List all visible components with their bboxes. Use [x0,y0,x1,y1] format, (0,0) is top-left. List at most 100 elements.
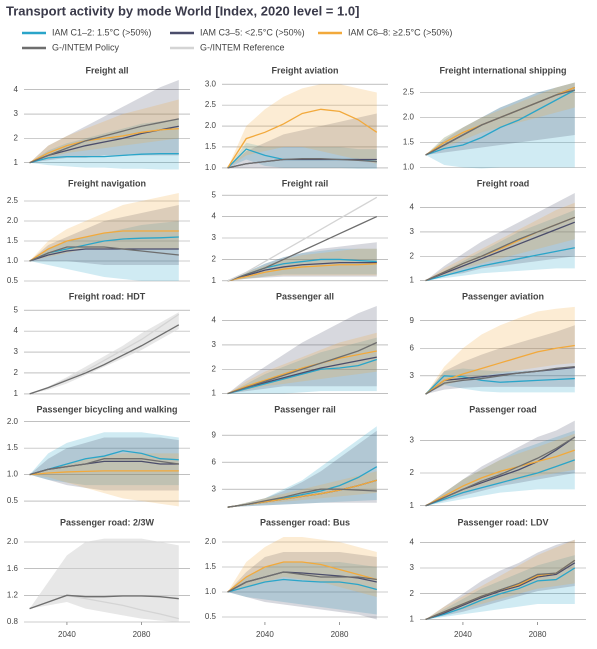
y-tick-label: 2.5 [7,196,19,205]
range-band [227,113,377,168]
series-line [29,153,179,164]
range-band [227,306,377,394]
plot-area [425,306,575,395]
series-line [425,436,576,507]
legend-label: IAM C6–8: ≥2.5°C (>50%) [348,27,452,37]
series-line [425,567,576,621]
y-tick-label: 1.5 [205,142,217,151]
range-band [425,539,575,620]
series-line [425,562,576,621]
y-tick-label: 2.0 [7,537,19,546]
y-tick-label: 4 [212,212,217,221]
series-line [227,350,377,395]
range-band [425,82,575,169]
y-tick-label: 5 [212,190,217,199]
y-tick-label: 2 [14,133,19,142]
series-line [227,108,378,169]
panel-title: Passenger road: 2/3W [60,517,155,527]
y-tick-label: 4 [410,537,415,546]
x-tick-label: 2080 [331,630,349,639]
x-tick-label: 2040 [58,630,76,639]
series-line [29,450,179,476]
plot-area [425,82,576,169]
panel-title: Freight aviation [271,65,338,75]
range-band [227,84,377,168]
series-line [425,221,576,282]
series-line [425,89,576,156]
series-line [227,263,377,282]
panel-title: Passenger road: Bus [260,517,350,527]
panel-title: Passenger road: LDV [457,517,548,527]
x-tick-label: 2040 [256,630,274,639]
y-tick-label: 2.0 [7,216,19,225]
y-tick-label: 9 [212,430,217,439]
panel-title: Freight road [477,178,530,188]
plot-area [227,84,378,169]
y-tick-label: 3 [212,233,217,242]
x-tick-label: 2080 [133,630,151,639]
series-line [227,261,377,282]
range-band [227,471,377,508]
panel-title: Passenger road [469,404,537,414]
y-tick-label: 0.5 [205,612,217,621]
y-tick-label: 1 [14,158,19,167]
range-band [425,202,575,281]
series-line [29,118,179,164]
y-tick-label: 2 [410,589,415,598]
series-line [227,488,377,508]
y-tick-label: 2 [212,364,217,373]
range-band [425,368,575,395]
series-line [425,344,575,395]
y-tick-label: 1 [410,276,415,285]
range-band [29,193,179,261]
legend-label: IAM C1–2: 1.5°C (>50%) [52,27,151,37]
y-tick-label: 1.5 [7,443,19,452]
y-tick-label: 2.5 [403,88,415,97]
range-band [425,82,575,155]
y-tick-label: 1.6 [7,564,19,573]
panel-title: Freight all [85,65,128,75]
series-line [425,449,576,507]
y-tick-label: 1.5 [205,562,217,571]
legend-label: IAM C3–5: <2.5°C (>50%) [200,27,305,37]
series-line [425,559,576,621]
range-band [425,539,575,620]
y-tick-label: 0.8 [7,617,19,626]
range-band [227,430,377,508]
y-tick-label: 1 [14,389,19,398]
series-line [227,571,377,593]
y-tick-label: 2 [410,251,415,260]
y-tick-label: 1.0 [205,587,217,596]
y-tick-label: 3 [212,340,217,349]
range-band [425,306,575,395]
y-tick-label: 3 [410,435,415,444]
panel-title: Passenger bicycling and walking [36,404,177,414]
range-band [29,205,179,265]
range-band [425,82,575,155]
legend-label: G-/INTEM Policy [52,42,120,52]
y-tick-label: 4 [14,326,19,335]
series-line [425,375,575,395]
plot-area [29,432,179,507]
plot-area [227,196,378,282]
y-tick-label: 3.0 [205,79,217,88]
y-tick-label: 1 [410,615,415,624]
panel-title: Passenger rail [274,404,336,414]
series-line [29,458,179,476]
y-tick-label: 2 [14,368,19,377]
series-line [227,158,377,169]
y-tick-label: 1.0 [205,163,217,172]
y-tick-label: 6 [410,343,415,352]
plot-area [29,80,179,170]
y-tick-label: 0.5 [7,276,19,285]
y-tick-label: 4 [410,203,415,212]
range-band [29,437,179,491]
panel-title: Freight navigation [68,178,146,188]
panel-title: Freight road: HDT [69,291,146,301]
range-band [29,221,179,281]
series-line [227,358,378,395]
series-line [29,248,179,262]
chart-title: Transport activity by mode World [Index,… [6,3,359,18]
plot-area [29,538,179,622]
